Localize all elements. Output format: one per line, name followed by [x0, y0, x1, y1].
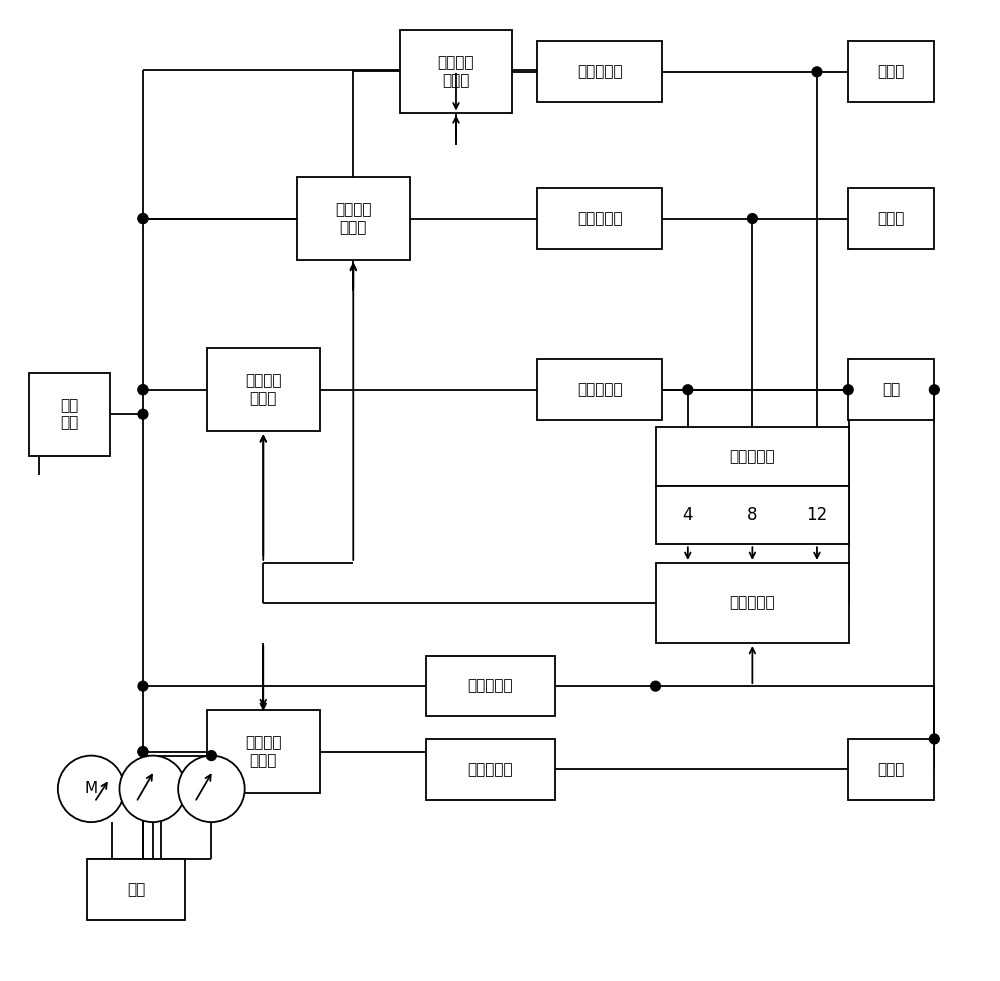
Circle shape	[747, 214, 757, 224]
Bar	[656, 486, 849, 544]
Bar	[297, 177, 410, 260]
Text: 其他
回路: 其他 回路	[60, 398, 79, 431]
Bar	[400, 30, 512, 114]
Text: 油箱: 油箱	[127, 882, 145, 897]
Circle shape	[138, 409, 148, 419]
Circle shape	[651, 681, 660, 691]
Bar	[537, 41, 662, 102]
Text: 变幅液压缸: 变幅液压缸	[577, 211, 623, 226]
Bar	[537, 359, 662, 420]
Text: 变幅液压缸: 变幅液压缸	[577, 383, 623, 397]
Bar	[426, 739, 555, 800]
Text: 下支臂: 下支臂	[878, 65, 905, 79]
Circle shape	[58, 755, 124, 822]
Bar	[848, 739, 934, 800]
Circle shape	[138, 747, 148, 756]
Circle shape	[138, 385, 148, 394]
Text: M: M	[85, 781, 98, 797]
Circle shape	[929, 734, 939, 744]
Text: 上支臂: 上支臂	[878, 211, 905, 226]
Text: 变幅液压缸: 变幅液压缸	[577, 65, 623, 79]
Circle shape	[178, 755, 245, 822]
Bar	[87, 859, 185, 920]
Text: 调平液压缸: 调平液压缸	[467, 762, 513, 777]
Circle shape	[843, 385, 853, 394]
Bar	[207, 348, 320, 432]
Text: 转角传感器: 转角传感器	[730, 448, 775, 464]
Bar	[426, 656, 555, 716]
Circle shape	[119, 755, 186, 822]
Bar	[29, 373, 110, 456]
Bar	[656, 427, 849, 486]
Circle shape	[138, 214, 148, 224]
Text: 4: 4	[683, 506, 693, 524]
Circle shape	[138, 385, 148, 394]
Circle shape	[812, 67, 822, 77]
Text: 8: 8	[747, 506, 758, 524]
Bar	[848, 359, 934, 420]
Circle shape	[929, 385, 939, 394]
Text: 倾角传感器: 倾角传感器	[467, 679, 513, 694]
Bar	[848, 41, 934, 102]
Text: 电液比例
换向阀: 电液比例 换向阀	[245, 374, 282, 406]
Circle shape	[138, 747, 148, 756]
Text: 工作台: 工作台	[878, 762, 905, 777]
Text: 电液比例
换向阀: 电液比例 换向阀	[245, 736, 282, 768]
Circle shape	[138, 681, 148, 691]
Bar	[207, 710, 320, 794]
Text: 约束控制器: 约束控制器	[730, 595, 775, 610]
Text: 电液比例
换向阀: 电液比例 换向阀	[335, 202, 372, 234]
Bar	[848, 188, 934, 249]
Bar	[656, 563, 849, 644]
Text: 飞臂: 飞臂	[882, 383, 900, 397]
Bar	[537, 188, 662, 249]
Text: 电液比例
换向阀: 电液比例 换向阀	[438, 56, 474, 88]
Circle shape	[207, 750, 216, 760]
Circle shape	[683, 385, 693, 394]
Text: 12: 12	[806, 506, 828, 524]
Circle shape	[138, 214, 148, 224]
